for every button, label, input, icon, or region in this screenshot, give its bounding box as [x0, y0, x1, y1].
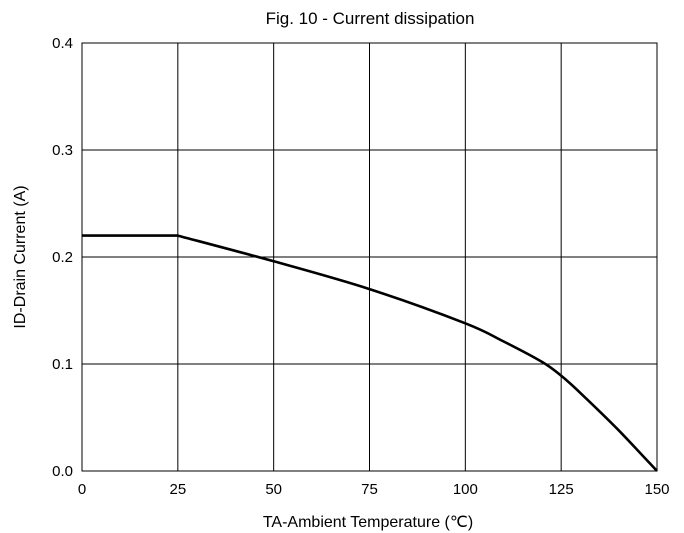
- plot-frame: [81, 42, 658, 472]
- y-tick-label: 0.3: [52, 142, 73, 159]
- chart-title: Fig. 10 - Current dissipation: [266, 9, 475, 28]
- x-tick-label: 125: [549, 481, 574, 498]
- y-axis-label: ID-Drain Current (A): [12, 185, 29, 328]
- x-tick-label: 0: [78, 481, 86, 498]
- series-line: [82, 234, 658, 472]
- x-tick-label: 100: [453, 481, 478, 498]
- grid-layer: [81, 42, 658, 472]
- x-tick-label: 25: [169, 481, 186, 498]
- x-tick-label: 150: [644, 481, 669, 498]
- x-tick-label: 75: [361, 481, 378, 498]
- y-tick-labels: 0.0 0.1 0.2 0.3 0.4: [52, 35, 73, 480]
- y-tick-label: 0.4: [52, 35, 73, 52]
- y-tick-label: 0.1: [52, 356, 73, 373]
- x-axis-label: TA-Ambient Temperature (℃): [263, 514, 473, 531]
- y-tick-label: 0.0: [52, 463, 73, 480]
- y-tick-label: 0.2: [52, 249, 73, 266]
- x-tick-label: 50: [265, 481, 282, 498]
- x-tick-labels: 0 25 50 75 100 125 150: [78, 481, 670, 498]
